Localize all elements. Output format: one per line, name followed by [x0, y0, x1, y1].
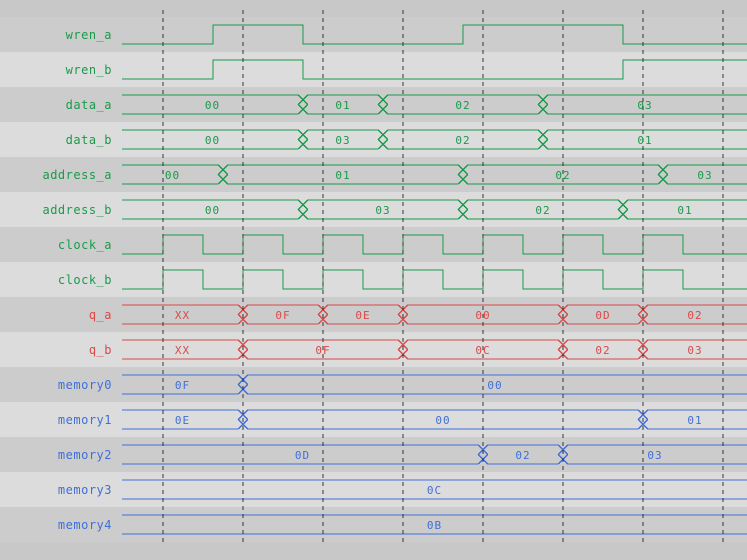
bus-value: 03	[697, 169, 713, 182]
signal-row-band	[0, 157, 747, 192]
signal-row-band	[0, 437, 747, 472]
bus-value: 0C	[426, 484, 443, 497]
signal-row-band	[0, 87, 747, 122]
signal-name-wren_a[interactable]: wren_a	[65, 28, 112, 42]
bus-value: 02	[535, 204, 551, 217]
signal-row-band	[0, 17, 747, 52]
bus-value: 0B	[426, 519, 443, 532]
bus-value: 00	[204, 99, 221, 112]
bus-value: 00	[487, 379, 503, 392]
bus-value: 00	[204, 204, 221, 217]
signal-name-clock_a[interactable]: clock_a	[57, 238, 112, 252]
signal-row-band	[0, 122, 747, 157]
signal-name-address_b[interactable]: address_b	[42, 203, 112, 217]
bus-value: 03	[375, 204, 391, 217]
bus-value: 03	[647, 449, 663, 462]
signal-name-data_b[interactable]: data_b	[65, 133, 112, 147]
bus-value: 0C	[475, 344, 491, 357]
bus-value: 02	[455, 134, 471, 147]
signal-name-address_a[interactable]: address_a	[42, 168, 112, 182]
bus-value: 01	[677, 204, 693, 217]
bus-value: 0F	[315, 344, 331, 357]
signal-row-band	[0, 472, 747, 507]
bus-value: 02	[515, 449, 531, 462]
signal-name-memory0[interactable]: memory0	[57, 378, 112, 392]
signal-row-band	[0, 227, 747, 262]
bus-value: 00	[164, 169, 181, 182]
bus-value: 0F	[275, 309, 291, 322]
signal-name-q_b[interactable]: q_b	[88, 343, 112, 357]
bus-value: 02	[555, 169, 571, 182]
bus-value: 0E	[355, 309, 371, 322]
bus-value: 03	[637, 99, 653, 112]
signal-name-memory2[interactable]: memory2	[57, 448, 112, 462]
signal-row-band	[0, 367, 747, 402]
bus-value: 01	[687, 414, 703, 427]
signal-name-wren_b[interactable]: wren_b	[65, 63, 112, 77]
signal-name-memory3[interactable]: memory3	[57, 483, 112, 497]
bus-value: 0F	[174, 379, 191, 392]
bus-value: 0D	[595, 309, 611, 322]
signal-row-band	[0, 262, 747, 297]
bus-value: 03	[687, 344, 703, 357]
bus-value: XX	[174, 344, 191, 357]
signal-row-band	[0, 52, 747, 87]
bus-value: 01	[335, 99, 351, 112]
bus-value: XX	[174, 309, 191, 322]
signal-row-band	[0, 297, 747, 332]
bus-value: 03	[335, 134, 351, 147]
signal-row-band	[0, 332, 747, 367]
bus-value: 02	[455, 99, 471, 112]
signal-name-memory1[interactable]: memory1	[57, 413, 112, 427]
bus-value: 0E	[174, 414, 191, 427]
bus-value: 0D	[294, 449, 311, 462]
bus-value: 01	[637, 134, 653, 147]
bus-value: 00	[204, 134, 221, 147]
signal-name-memory4[interactable]: memory4	[57, 518, 112, 532]
signal-row-band	[0, 192, 747, 227]
signal-name-clock_b[interactable]: clock_b	[57, 273, 112, 287]
bus-value: 02	[595, 344, 611, 357]
bus-value: 02	[687, 309, 703, 322]
signal-row-band	[0, 507, 747, 542]
bus-value: 00	[475, 309, 491, 322]
bus-value: 01	[335, 169, 351, 182]
bus-value: 00	[435, 414, 451, 427]
signal-row-band	[0, 402, 747, 437]
signal-name-data_a[interactable]: data_a	[65, 98, 112, 112]
signal-name-q_a[interactable]: q_a	[88, 308, 112, 322]
